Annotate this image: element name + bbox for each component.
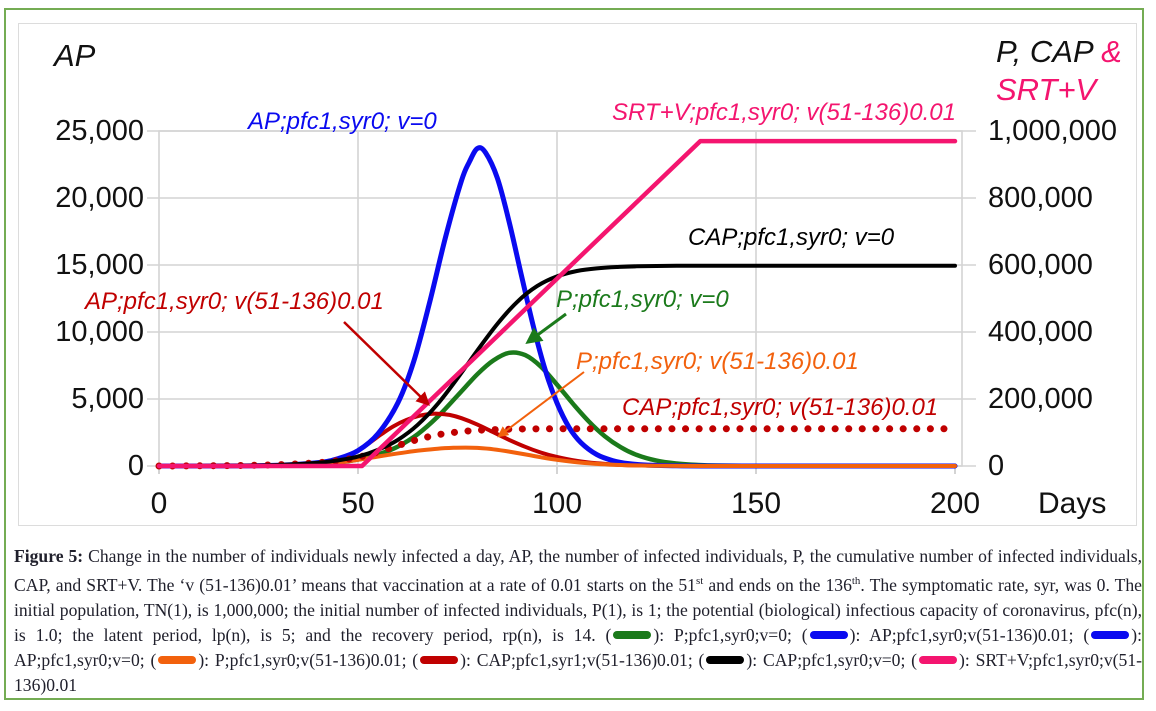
x-axis-tick: 200 bbox=[929, 487, 981, 520]
left-axis-tick: 20,000 bbox=[55, 182, 144, 214]
caption-superscript: st bbox=[695, 575, 704, 587]
series-cap-v0 bbox=[157, 263, 957, 468]
caption-superscript: th bbox=[851, 575, 861, 587]
x-axis-tick: 100 bbox=[531, 487, 583, 520]
arrow-p-v0 bbox=[525, 312, 567, 344]
curve-label-ap-vacc: AP;pfc1,syr0; v(51-136)0.01 bbox=[85, 288, 384, 315]
right-axis-title: P, CAP & SRT+V bbox=[996, 33, 1122, 109]
curve-label-ap-v0: AP;pfc1,syr0; v=0 bbox=[248, 108, 437, 135]
legend-swatch-pink bbox=[919, 655, 958, 664]
plot-border bbox=[158, 130, 963, 467]
curve-label-p-vacc: P;pfc1,syr0; v(51-136)0.01 bbox=[576, 348, 859, 375]
legend-swatch-black bbox=[706, 655, 745, 664]
legend-swatch-darkred bbox=[420, 655, 459, 664]
left-axis-title: AP bbox=[54, 38, 96, 73]
curve-label-srtv: SRT+V;pfc1,syr0; v(51-136)0.01 bbox=[612, 99, 956, 126]
right-axis-tick: 200,000 bbox=[988, 383, 1093, 415]
right-axis-title-black: P, CAP bbox=[996, 34, 1093, 69]
right-axis-tick: 0 bbox=[988, 450, 1005, 482]
series-srtv bbox=[156, 138, 958, 469]
arrow-p-vacc bbox=[497, 371, 585, 438]
left-axis-tick: 0 bbox=[127, 450, 144, 482]
curve-label-cap-v0: CAP;pfc1,syr0; v=0 bbox=[688, 224, 895, 251]
x-axis-title: Days bbox=[1038, 487, 1107, 520]
left-axis-tick: 10,000 bbox=[55, 316, 144, 348]
figure-caption: Figure 5: Change in the number of indivi… bbox=[14, 546, 1142, 695]
right-axis-tick: 1,000,000 bbox=[988, 115, 1118, 147]
legend-swatch-blue bbox=[809, 630, 848, 639]
x-axis-tick: 0 bbox=[150, 487, 168, 520]
left-axis-tick: 25,000 bbox=[55, 115, 144, 147]
x-axis-tick: 150 bbox=[730, 487, 782, 520]
right-axis-tick: 600,000 bbox=[988, 249, 1093, 281]
curve-label-p-v0: P;pfc1,syr0; v=0 bbox=[556, 286, 729, 313]
legend-swatch-blue bbox=[1091, 630, 1130, 639]
right-axis-tick: 400,000 bbox=[988, 316, 1093, 348]
left-axis-tick: 15,000 bbox=[55, 249, 144, 281]
legend-swatch-green bbox=[613, 630, 652, 639]
x-axis-tick: 50 bbox=[341, 487, 375, 520]
right-axis-title-ampersand: & bbox=[1092, 34, 1122, 69]
caption-figure-label: Figure 5: bbox=[14, 546, 89, 566]
right-axis-tick: 800,000 bbox=[988, 182, 1093, 214]
legend-swatch-orange bbox=[158, 655, 197, 664]
arrow-ap-vacc bbox=[343, 321, 430, 406]
left-axis-tick: 5,000 bbox=[71, 383, 144, 415]
series-cap-vacc bbox=[155, 425, 959, 470]
curve-label-cap-vacc: CAP;pfc1,syr0; v(51-136)0.01 bbox=[622, 394, 939, 421]
right-axis-title-srtv: SRT+V bbox=[996, 72, 1097, 107]
